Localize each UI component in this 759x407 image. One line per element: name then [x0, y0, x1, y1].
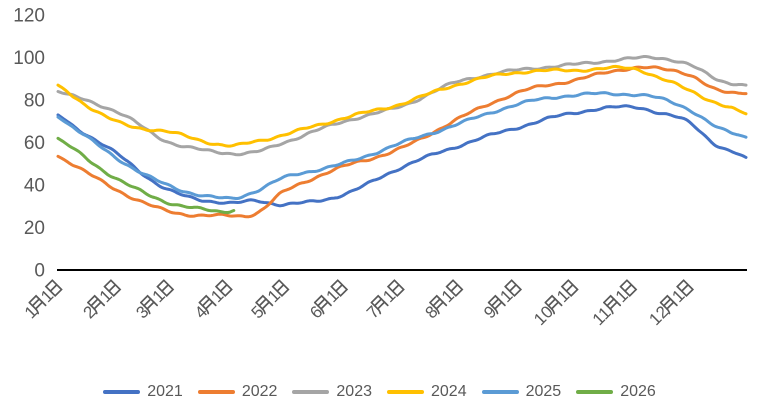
x-tick-label: 121	[645, 279, 695, 329]
x-tick-label: 31	[132, 279, 175, 322]
y-tick-label-100: 100	[13, 48, 45, 69]
y-tick-label-0: 0	[34, 261, 45, 282]
legend-item-2025[interactable]: 2025	[481, 383, 562, 400]
x-tick-label: 71	[363, 279, 405, 322]
legend-swatch-2021	[103, 390, 141, 394]
y-tick-label-60: 60	[24, 133, 45, 154]
legend-item-2026[interactable]: 2026	[576, 384, 656, 400]
legend-label-2024: 2024	[431, 383, 467, 400]
legend-item-2022[interactable]: 2022	[197, 383, 278, 400]
x-tick-text: 11	[589, 303, 615, 329]
y-tick-label-80: 80	[24, 91, 45, 112]
x-tick-label: 91	[480, 279, 523, 322]
x-tick-text: 10	[530, 302, 557, 329]
x-tick-label: 61	[306, 279, 349, 322]
x-tick-label: 11	[21, 279, 63, 322]
legend-label-2025: 2025	[525, 383, 562, 400]
legend-label-2026: 2026	[620, 383, 656, 400]
x-tick-label: 41	[191, 279, 233, 322]
x-tick-label: 111	[589, 279, 638, 329]
x-tick-text: 12	[645, 302, 672, 329]
series-line-2026[interactable]	[56, 136, 236, 214]
legend-swatch-2025	[481, 390, 519, 394]
x-tick-label: 21	[79, 279, 122, 322]
series-line-2025[interactable]	[56, 91, 748, 200]
legend-swatch-2023	[292, 390, 330, 394]
series-line-2023[interactable]	[56, 55, 748, 157]
legend-swatch-2024	[387, 390, 424, 394]
y-tick-label-20: 20	[24, 218, 45, 239]
legend-swatch-2026	[576, 390, 614, 394]
chart-legend: 2021 2022 2023 2024 2025 2026	[0, 384, 759, 400]
y-tick-label-40: 40	[24, 176, 45, 197]
x-tick-label: 101	[530, 279, 579, 329]
x-tick-label: 81	[422, 279, 464, 322]
legend-swatch-2022	[197, 390, 235, 394]
x-tick-label: 51	[248, 279, 290, 322]
legend-label-2021: 2021	[147, 383, 183, 400]
legend-item-2021[interactable]: 2021	[103, 384, 183, 400]
series-line-2024[interactable]	[56, 64, 748, 148]
legend-item-2024[interactable]: 2024	[387, 384, 467, 400]
y-tick-label-120: 120	[13, 6, 45, 27]
legend-label-2022: 2022	[241, 383, 278, 400]
legend-label-2023: 2023	[336, 383, 372, 400]
series-line-2021[interactable]	[56, 104, 748, 208]
legend-item-2023[interactable]: 2023	[292, 384, 372, 400]
